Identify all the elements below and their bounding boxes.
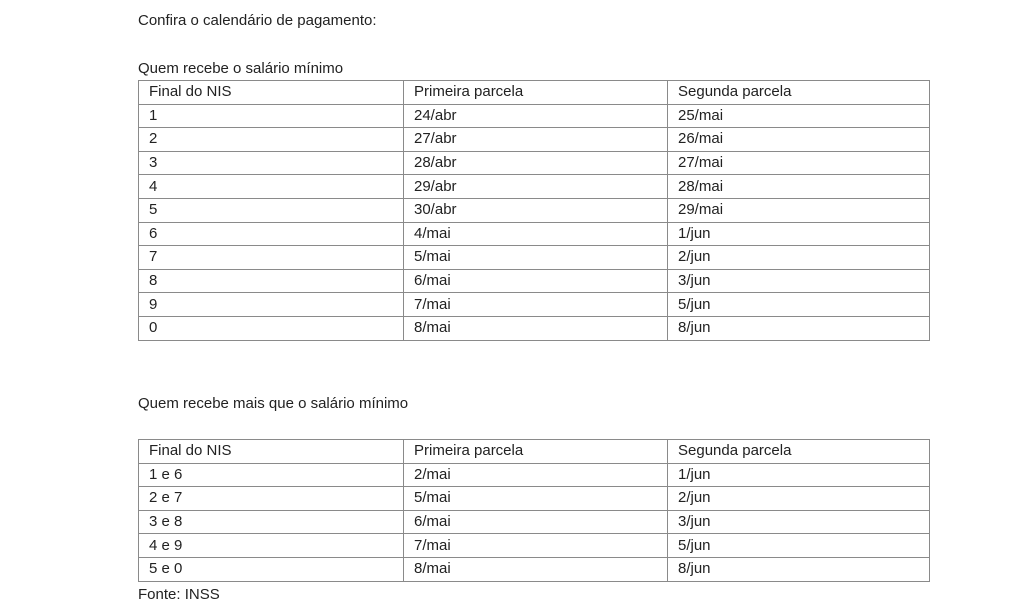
table-title: Quem recebe o salário mínimo: [138, 60, 344, 77]
source-note: Fonte: INSS: [138, 586, 220, 603]
table-cell: 29/mai: [667, 197, 930, 223]
table-cell: 5/jun: [667, 533, 930, 558]
column-header: Segunda parcela: [667, 80, 930, 105]
header-row: Final do NIS Primeira parcela Segunda parc…: [138, 439, 930, 464]
table-row: 1 24/abr 25/mai: [138, 103, 930, 129]
table-row: 3 28/abr 27/mai: [138, 150, 930, 176]
table-cell: 8/jun: [667, 315, 930, 341]
table-cell: 4/mai: [403, 221, 668, 247]
table-cell: 3/jun: [667, 268, 930, 294]
table-cell: 7: [138, 245, 404, 270]
table-cell: 27/abr: [403, 127, 668, 152]
table-cell: 8: [138, 268, 404, 294]
table-row: 5 30/abr 29/mai: [138, 197, 930, 223]
table-row: 9 7/mai 5/jun: [138, 292, 930, 317]
above-minimum-wage-table: Final do NIS Primeira parcela Segunda parc…: [138, 439, 930, 582]
header-row: Final do NIS Primeira parcela Segunda parc…: [138, 80, 930, 105]
table-row: 5 e 0 8/mai 8/jun: [138, 556, 930, 582]
table-cell: 8/mai: [403, 556, 668, 582]
table-cell: 0: [138, 315, 404, 341]
table-cell: 5/mai: [403, 486, 668, 511]
table-row: 4 29/abr 28/mai: [138, 174, 930, 199]
column-header: Segunda parcela: [667, 439, 930, 464]
table-cell: 1/jun: [667, 221, 930, 247]
table-row: 2 e 7 5/mai 2/jun: [138, 486, 930, 511]
table-row: 2 27/abr 26/mai: [138, 127, 930, 152]
column-header: Final do NIS: [138, 439, 404, 464]
column-header: Primeira parcela: [403, 80, 668, 105]
table-cell: 7/mai: [403, 533, 668, 558]
table-cell: 2 e 7: [138, 486, 404, 511]
table-cell: 3/jun: [667, 509, 930, 535]
table-row: 8 6/mai 3/jun: [138, 268, 930, 294]
table-row: 4 e 9 7/mai 5/jun: [138, 533, 930, 558]
table-cell: 4: [138, 174, 404, 199]
table-cell: 6: [138, 221, 404, 247]
table-cell: 5/mai: [403, 245, 668, 270]
table-cell: 4 e 9: [138, 533, 404, 558]
table-cell: 1/jun: [667, 462, 930, 488]
table-cell: 2: [138, 127, 404, 152]
table-cell: 2/jun: [667, 245, 930, 270]
table-cell: 28/mai: [667, 174, 930, 199]
table-cell: 5 e 0: [138, 556, 404, 582]
table-cell: 6/mai: [403, 268, 668, 294]
table-cell: 30/abr: [403, 197, 668, 223]
intro-text: Confira o calendário de pagamento:: [138, 12, 377, 29]
table-cell: 26/mai: [667, 127, 930, 152]
minimum-wage-table: Final do NIS Primeira parcela Segunda parc…: [138, 80, 930, 341]
column-header: Primeira parcela: [403, 439, 668, 464]
table-cell: 25/mai: [667, 103, 930, 129]
table-cell: 5: [138, 197, 404, 223]
table-cell: 9: [138, 292, 404, 317]
table-title: Quem recebe mais que o salário mínimo: [138, 395, 409, 412]
table-cell: 24/abr: [403, 103, 668, 129]
table-row: 0 8/mai 8/jun: [138, 315, 930, 341]
table-cell: 27/mai: [667, 150, 930, 176]
column-header: Final do NIS: [138, 80, 404, 105]
table-cell: 3 e 8: [138, 509, 404, 535]
table-cell: 29/abr: [403, 174, 668, 199]
table-cell: 6/mai: [403, 509, 668, 535]
table-cell: 8/mai: [403, 315, 668, 341]
table-row: 3 e 8 6/mai 3/jun: [138, 509, 930, 535]
table-row: 6 4/mai 1/jun: [138, 221, 930, 247]
table-cell: 5/jun: [667, 292, 930, 317]
table-cell: 28/abr: [403, 150, 668, 176]
table-cell: 2/jun: [667, 486, 930, 511]
table-cell: 3: [138, 150, 404, 176]
table-cell: 8/jun: [667, 556, 930, 582]
table-cell: 2/mai: [403, 462, 668, 488]
table-cell: 7/mai: [403, 292, 668, 317]
table-cell: 1: [138, 103, 404, 129]
table-row: 1 e 6 2/mai 1/jun: [138, 462, 930, 488]
table-cell: 1 e 6: [138, 462, 404, 488]
table-row: 7 5/mai 2/jun: [138, 245, 930, 270]
